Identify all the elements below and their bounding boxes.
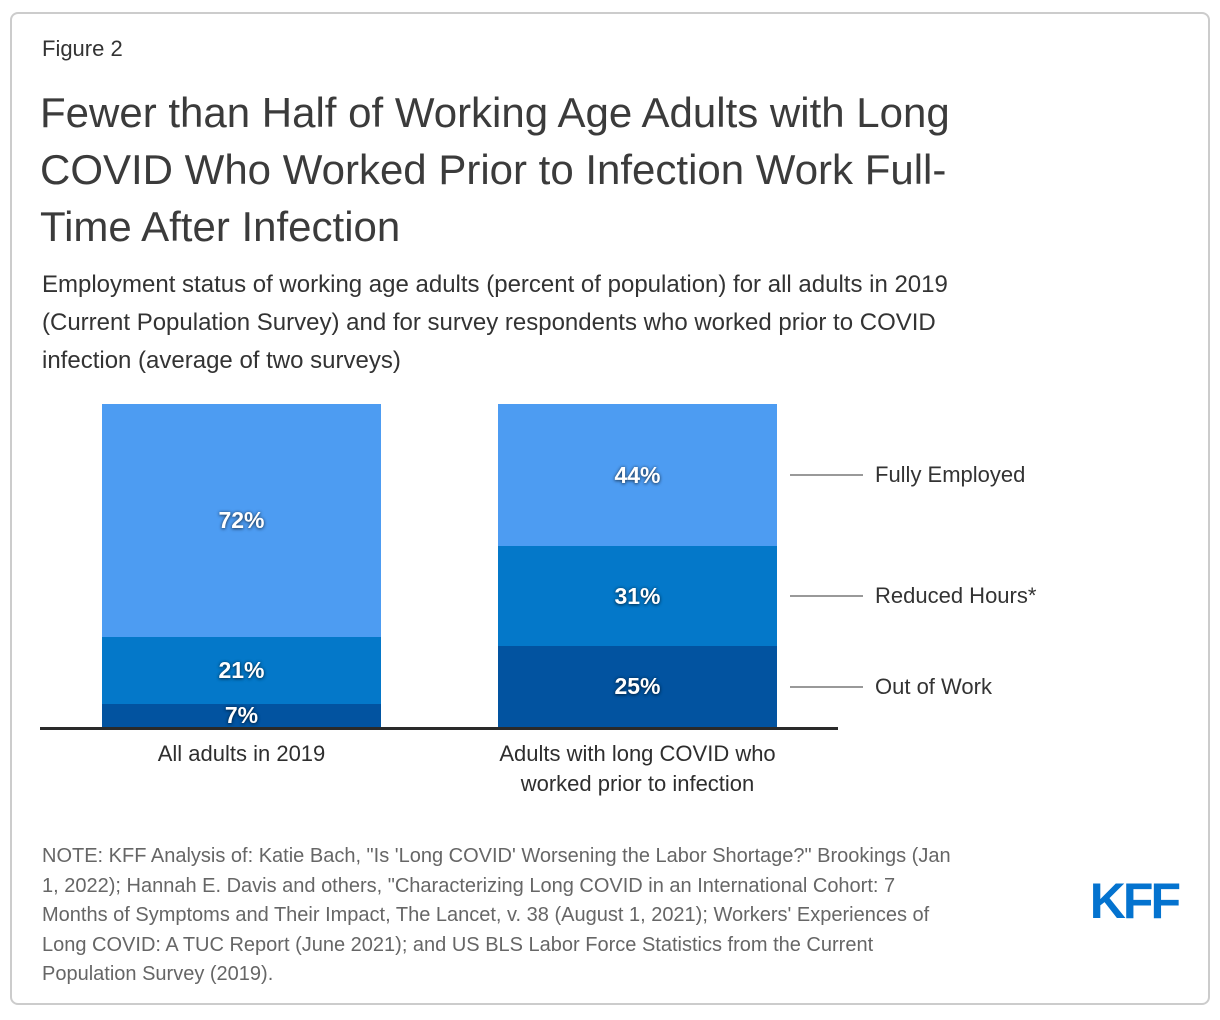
category-label: Adults with long COVID who worked prior … — [499, 741, 776, 796]
source-note-line: 1, 2022); Hannah E. Davis and others, "C… — [42, 874, 896, 897]
segment-value-label: 25% — [614, 673, 661, 700]
bar-segment: 31% — [498, 546, 777, 647]
legend-leader-line — [790, 685, 863, 688]
stacked-bar: 44% 31% 25% — [498, 404, 777, 727]
segment-value-label: 72% — [218, 506, 265, 533]
source-note-line: Months of Symptoms and Their Impact, The… — [42, 904, 930, 926]
chart-title-line: Fewer than Half of Working Age Adults wi… — [40, 89, 950, 136]
source-note-line: Long COVID: A TUC Report (June 2021); an… — [42, 933, 874, 956]
category-label: All adults in 2019 — [157, 741, 326, 766]
x-axis-line — [40, 727, 838, 730]
chart-title-line: Time After Infection — [40, 203, 401, 250]
legend-leader-line — [790, 474, 863, 477]
source-note-line: NOTE: KFF Analysis of: Katie Bach, "Is '… — [42, 845, 951, 867]
chart-title-line: COVID Who Worked Prior to Infection Work… — [40, 146, 947, 193]
legend-leader-line — [790, 595, 863, 598]
segment-value-label: 31% — [614, 582, 661, 609]
legend-label: Out of Work — [875, 673, 992, 699]
bar-segment: 7% — [102, 704, 381, 727]
segment-value-label: 7% — [224, 702, 259, 729]
bar-segment: 44% — [498, 404, 777, 547]
source-note-line: Population Survey (2019). — [42, 963, 274, 985]
legend-label: Reduced Hours* — [875, 583, 1037, 609]
stacked-bar: 72% 21% 7% — [102, 404, 381, 727]
bar-segment: 21% — [102, 636, 381, 705]
chart-subtitle: Employment status of working age adults … — [42, 266, 948, 380]
segment-value-label: 21% — [218, 656, 265, 683]
chart-title: Fewer than Half of Working Age Adults wi… — [40, 84, 950, 255]
chart-subtitle-line: infection (average of two surveys) — [42, 347, 401, 374]
chart-subtitle-line: Employment status of working age adults … — [42, 271, 948, 298]
figure-number-label: Figure 2 — [42, 36, 123, 61]
segment-value-label: 44% — [614, 461, 661, 488]
bar-segment: 72% — [102, 404, 381, 637]
chart-subtitle-line: (Current Population Survey) and for surv… — [42, 309, 936, 336]
bar-segment: 25% — [498, 646, 777, 727]
source-note: NOTE: KFF Analysis of: Katie Bach, "Is '… — [42, 842, 951, 990]
kff-logo: KFF — [1089, 873, 1181, 929]
legend-label: Fully Employed — [875, 462, 1026, 488]
